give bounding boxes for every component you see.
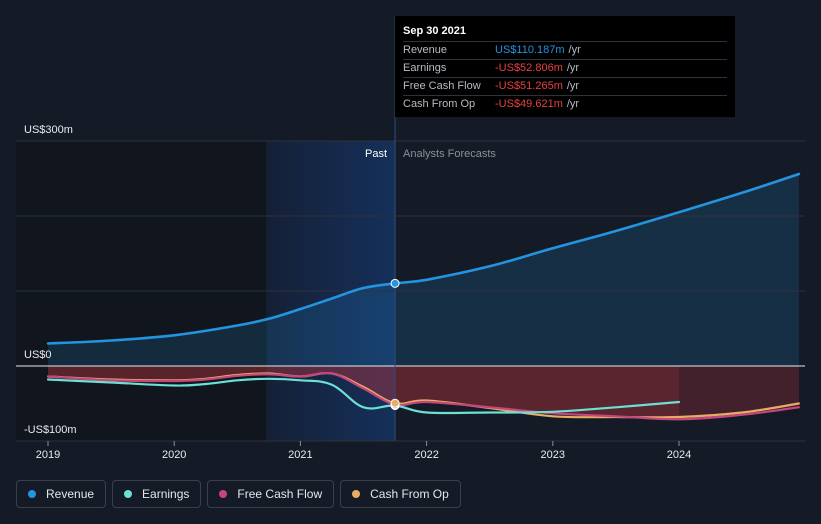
marker-cash-from-op xyxy=(390,398,400,408)
forecast-shade xyxy=(679,366,805,419)
legend-item-free-cash-flow[interactable]: Free Cash Flow xyxy=(207,480,335,508)
y-tick-label-300: US$300m xyxy=(24,124,73,136)
x-tick-label-2022: 2022 xyxy=(414,449,438,461)
past-label: Past xyxy=(365,148,387,160)
tooltip-value: -US$51.265m xyxy=(495,80,563,92)
marker-revenue xyxy=(390,278,400,288)
tooltip-row-earnings: Earnings -US$52.806m/yr xyxy=(403,59,727,77)
tooltip-unit: /yr xyxy=(568,44,581,56)
tooltip-row-free-cash-flow: Free Cash Flow -US$51.265m/yr xyxy=(403,77,727,95)
y-tick-label-0: US$0 xyxy=(24,349,52,361)
legend-item-revenue[interactable]: Revenue xyxy=(16,480,107,508)
legend-label: Cash From Op xyxy=(370,487,449,501)
chart-legend: Revenue Earnings Free Cash Flow Cash From O… xyxy=(16,480,461,508)
series-line-earnings xyxy=(46,377,681,415)
tooltip-label: Revenue xyxy=(403,44,448,56)
forecast-label: Analysts Forecasts xyxy=(403,148,496,160)
tooltip-date: Sep 30 2021 xyxy=(403,25,466,37)
tooltip-unit: /yr xyxy=(566,80,580,92)
series-line-revenue xyxy=(46,172,801,345)
x-tick-label-2023: 2023 xyxy=(541,449,565,461)
tooltip-value: -US$52.806m xyxy=(495,62,563,74)
series-line-free-cash-flow xyxy=(46,371,800,421)
tooltip-value: US$110.187m xyxy=(495,44,565,56)
x-tick-label-2020: 2020 xyxy=(162,449,186,461)
data-tooltip: Sep 30 2021 Revenue US$110.187m/yr Earning… xyxy=(395,16,735,117)
tooltip-unit: /yr xyxy=(566,98,580,110)
legend-label: Earnings xyxy=(142,487,190,501)
legend-item-cash-from-op[interactable]: Cash From Op xyxy=(340,480,461,508)
tooltip-row-revenue: Revenue US$110.187m/yr xyxy=(403,41,727,59)
legend-item-earnings[interactable]: Earnings xyxy=(112,480,202,508)
revenue-area xyxy=(48,174,799,366)
tooltip-label: Free Cash Flow xyxy=(403,80,481,92)
tooltip-label: Cash From Op xyxy=(403,98,476,110)
negative-area xyxy=(48,366,799,420)
legend-label: Free Cash Flow xyxy=(237,487,323,501)
x-tick-label-2019: 2019 xyxy=(36,449,60,461)
y-tick-label-neg100: -US$100m xyxy=(24,424,77,436)
legend-dot-icon xyxy=(124,490,133,498)
x-tick-label-2024: 2024 xyxy=(667,449,691,461)
legend-dot-icon xyxy=(219,490,228,498)
tooltip-row-cash-from-op: Cash From Op -US$49.621m/yr xyxy=(403,95,727,113)
tooltip-value: -US$49.621m xyxy=(495,98,563,110)
tooltip-unit: /yr xyxy=(566,62,580,74)
x-tick-label-2021: 2021 xyxy=(288,449,312,461)
legend-label: Revenue xyxy=(46,487,95,501)
tooltip-label: Earnings xyxy=(403,62,447,74)
legend-dot-icon xyxy=(352,490,361,498)
legend-dot-icon xyxy=(28,490,36,498)
